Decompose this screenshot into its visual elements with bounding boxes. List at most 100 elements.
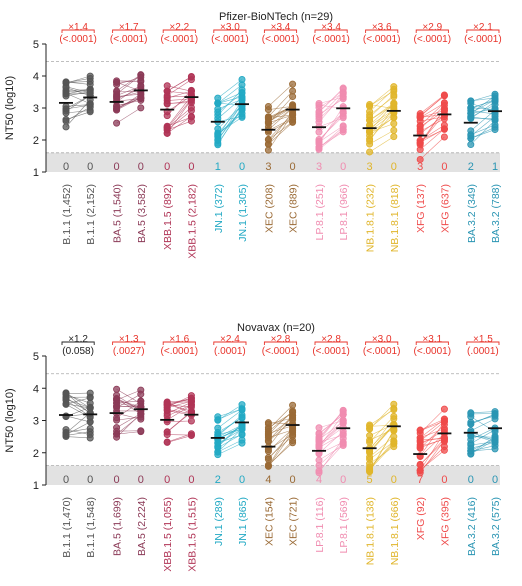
x-category-label: LP.8.1 (966) [338, 184, 350, 240]
below-lod-count: 1 [215, 161, 221, 173]
subject-line [369, 90, 394, 107]
subject-line [369, 443, 395, 471]
subject-line [116, 91, 141, 99]
data-point [440, 125, 448, 133]
data-point [62, 123, 70, 131]
data-point [440, 92, 448, 100]
x-category-label: XEC (721) [288, 497, 300, 546]
data-point [86, 80, 94, 88]
data-point [113, 385, 121, 393]
subject-line [318, 431, 344, 454]
subject-line [470, 442, 496, 449]
subject-line [369, 106, 395, 142]
data-point [315, 467, 323, 475]
x-category-label: NB.1.8.1 (138) [365, 497, 377, 565]
variant-pair-9: ×2.1(<.0001) 2 1 BA.3.2 (349) BA.3.2 (788) [463, 22, 502, 243]
subject-line [217, 442, 243, 455]
subject-line [116, 388, 141, 404]
subject-line [217, 428, 243, 439]
subject-line [318, 426, 344, 446]
subject-line [470, 116, 496, 137]
data-point [187, 398, 195, 406]
data-point [289, 118, 297, 126]
subject-line [116, 80, 141, 82]
subject-line [217, 92, 243, 104]
subject-line [166, 90, 192, 116]
subject-line [65, 392, 91, 394]
p-value-label: (<.0001) [161, 346, 199, 357]
subject-line [268, 440, 293, 467]
data-point [163, 402, 171, 410]
subject-line [268, 122, 293, 145]
data-point [62, 78, 70, 86]
data-point [491, 410, 499, 418]
subject-line [369, 117, 394, 136]
subject-line [217, 98, 243, 110]
variant-pair-6: ×2.8(<.0001) 4 0 LP.8.1 (116) LP.8.1 (569) [312, 334, 351, 553]
subject-line [116, 405, 141, 408]
data-point [416, 442, 424, 450]
subject-line [116, 80, 141, 83]
subject-line [420, 95, 445, 117]
subject-line [65, 403, 91, 409]
data-point [86, 101, 94, 109]
subject-line [65, 429, 91, 435]
subject-line [167, 401, 192, 404]
subject-line [65, 81, 91, 85]
subject-line [318, 87, 344, 113]
subject-line [116, 413, 141, 420]
subject-line [470, 93, 496, 102]
comparison-bracket [415, 29, 449, 33]
data-point [163, 431, 171, 439]
data-point [187, 103, 195, 111]
p-value-label: (.0001) [214, 346, 246, 357]
subject-line [217, 104, 243, 130]
subject-line [268, 430, 293, 460]
subject-line [470, 435, 496, 440]
data-point [289, 110, 297, 118]
subject-line [167, 76, 192, 92]
fold-change-label: ×3.1 [422, 334, 442, 345]
data-point [440, 105, 448, 113]
data-point [390, 443, 398, 451]
subject-line [369, 424, 395, 449]
subject-line [65, 110, 91, 114]
p-value-label: (<.0001) [211, 34, 249, 45]
data-point [366, 432, 374, 440]
subject-line [318, 106, 344, 145]
data-point [238, 405, 246, 413]
y-tick-label: 4 [33, 71, 39, 83]
comparison-bracket [415, 341, 449, 345]
comparison-bracket [112, 341, 146, 345]
data-point [113, 414, 121, 422]
subject-line [419, 433, 445, 457]
subject-line [167, 107, 192, 129]
subject-line [268, 121, 293, 141]
data-point [366, 422, 374, 430]
data-point [264, 428, 272, 436]
subject-line [116, 85, 141, 102]
x-category-label: XBB.1.5 (2,182) [186, 184, 198, 259]
data-point [137, 94, 145, 102]
subject-line [318, 442, 344, 466]
x-category-label: XEC (154) [263, 497, 275, 546]
subject-line [65, 91, 91, 97]
subject-line [318, 126, 344, 149]
subject-line [470, 97, 496, 102]
x-category-label: BA.5 (2,224) [136, 497, 148, 556]
data-point [289, 437, 297, 445]
subject-line [116, 74, 141, 92]
subject-line [369, 86, 394, 107]
below-lod-count: 0 [290, 161, 296, 173]
below-lod-count: 0 [239, 161, 245, 173]
below-lod-count: 3 [265, 161, 271, 173]
x-category-label: BA.5 (3,582) [136, 184, 148, 243]
data-point [264, 118, 272, 126]
subject-line [470, 448, 496, 452]
data-point [238, 422, 246, 430]
below-lod-count: 0 [492, 474, 498, 486]
data-point [390, 99, 398, 107]
subject-line [167, 435, 192, 443]
fold-change-label: ×1.3 [119, 334, 139, 345]
x-category-label: BA.3.2 (416) [466, 497, 478, 556]
